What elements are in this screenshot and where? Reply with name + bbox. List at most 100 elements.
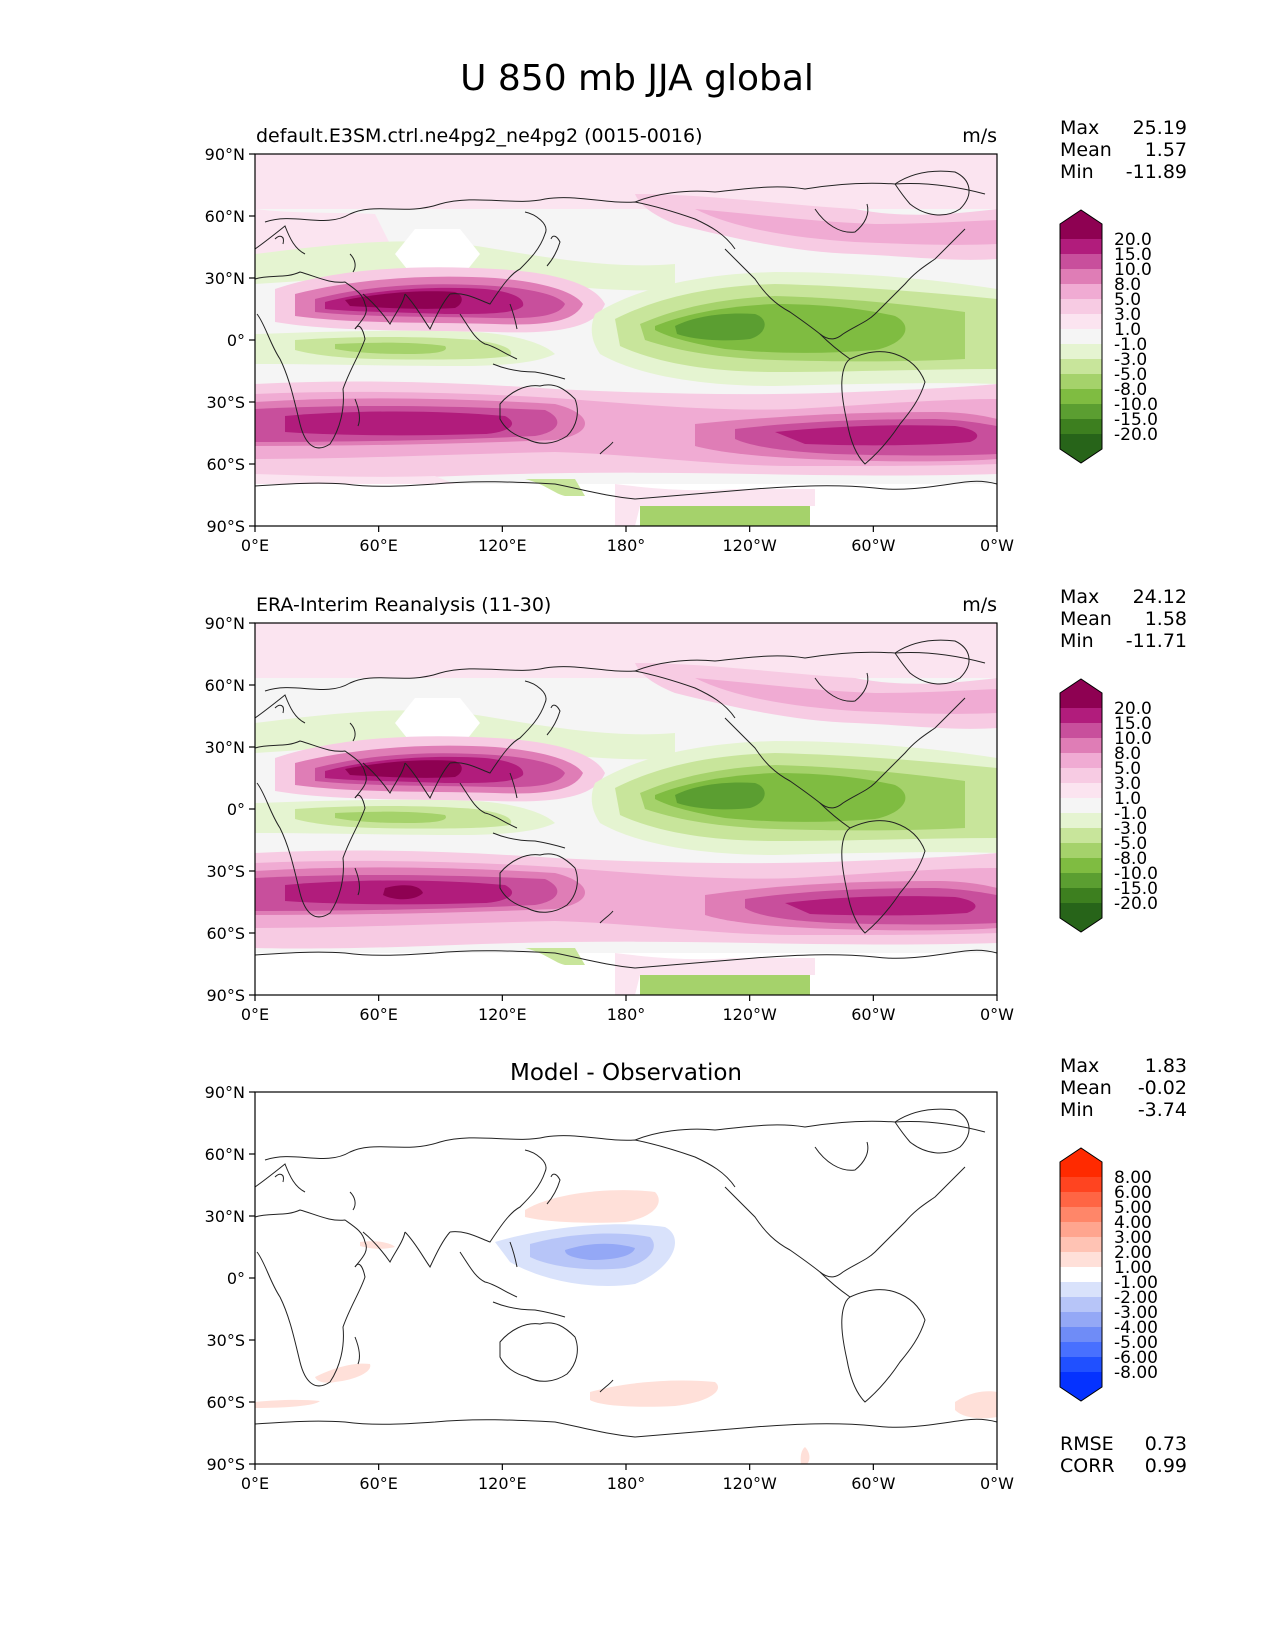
colorbar-label: -10.0 xyxy=(1114,864,1158,884)
stat-label-max: Max xyxy=(1060,1055,1099,1077)
lat-tick-label: 90°S xyxy=(206,517,245,536)
lat-tick-label: 30°S xyxy=(206,1331,245,1350)
lon-tick-label: 0°W xyxy=(980,536,1014,555)
colorbar-label: -1.0 xyxy=(1114,335,1147,355)
annotations: default.E3SM.ctrl.ne4pg2_ne4pg2 (0015-00… xyxy=(205,117,1187,1493)
colorbar-segment xyxy=(1060,389,1102,405)
stat-label-corr: CORR xyxy=(1060,1455,1115,1477)
lon-tick-label: 0°W xyxy=(980,1005,1014,1024)
colorbar-label: -1.00 xyxy=(1114,1273,1158,1293)
colorbar-segment xyxy=(1060,768,1102,784)
colorbar-label: -6.00 xyxy=(1114,1348,1158,1368)
colorbar-segment xyxy=(1060,1222,1102,1238)
lon-tick-label: 120°E xyxy=(478,536,527,555)
lat-tick-label: 90°N xyxy=(205,145,245,164)
stat-label-rmse: RMSE xyxy=(1060,1433,1114,1455)
colorbar-segment xyxy=(1060,1192,1102,1208)
lon-tick-label: 0°E xyxy=(241,536,269,555)
colorbar-2: 20.015.010.08.05.03.01.0-1.0-3.0-5.0-8.0… xyxy=(1059,678,1158,933)
lat-tick-label: 0° xyxy=(227,800,245,819)
colorbar-label: 10.0 xyxy=(1114,260,1152,280)
stat-label-mean: Mean xyxy=(1060,139,1112,161)
lon-tick-label: 0°E xyxy=(241,1005,269,1024)
lon-tick-label: 180° xyxy=(607,536,646,555)
colorbar-label: 15.0 xyxy=(1114,245,1152,265)
colorbar-segment xyxy=(1060,314,1102,330)
colorbar-segment xyxy=(1060,1237,1102,1253)
lon-tick-label: 60°W xyxy=(851,1474,895,1493)
colorbar-3: 8.006.005.004.003.002.001.00-1.00-2.00-3… xyxy=(1059,1147,1158,1402)
lon-tick-label: 60°W xyxy=(851,1005,895,1024)
colorbar-label: 10.0 xyxy=(1114,729,1152,749)
colorbar-label: 1.0 xyxy=(1114,320,1141,340)
stat-value-mean: -0.02 xyxy=(1138,1077,1187,1099)
stat-label-mean: Mean xyxy=(1060,1077,1112,1099)
colorbar-label: 5.0 xyxy=(1114,759,1141,779)
panel-obs xyxy=(254,622,998,996)
colorbar-segment xyxy=(1060,873,1102,889)
colorbar-label: 1.00 xyxy=(1114,1258,1152,1278)
colorbar-label: 8.0 xyxy=(1114,744,1141,764)
lon-tick-label: 120°W xyxy=(722,1474,777,1493)
colorbar-label: -20.0 xyxy=(1114,894,1158,914)
colorbar-segment xyxy=(1060,1267,1102,1283)
colorbar-outline xyxy=(1059,209,1103,464)
colorbar-label: -4.00 xyxy=(1114,1318,1158,1338)
stat-label-mean: Mean xyxy=(1060,608,1112,630)
colorbar-segment xyxy=(1060,434,1102,450)
lat-tick-label: 90°N xyxy=(205,614,245,633)
colorbar-segment xyxy=(1060,404,1102,420)
colorbar-segment xyxy=(1060,1342,1102,1358)
colorbar-segment xyxy=(1060,858,1102,874)
colorbar-label: 6.00 xyxy=(1114,1183,1152,1203)
colorbar-label: -10.0 xyxy=(1114,395,1158,415)
colorbar-label: -5.0 xyxy=(1114,365,1147,385)
panel-model xyxy=(254,153,998,527)
colorbar-label: -1.0 xyxy=(1114,804,1147,824)
colorbar-outline xyxy=(1059,1147,1103,1402)
colorbar-segment xyxy=(1060,828,1102,844)
colorbar-segment xyxy=(1060,1297,1102,1313)
stat-value-max: 24.12 xyxy=(1133,586,1187,608)
colorbar-label: 5.00 xyxy=(1114,1198,1152,1218)
colorbar-extend-max xyxy=(1060,1148,1102,1162)
colorbar-label: 20.0 xyxy=(1114,230,1152,250)
panel-annotations-1: default.E3SM.ctrl.ne4pg2_ne4pg2 (0015-00… xyxy=(205,117,1187,555)
lon-tick-label: 60°W xyxy=(851,536,895,555)
colorbar-label: -5.0 xyxy=(1114,834,1147,854)
field-map-model xyxy=(255,154,997,526)
colorbar-label: 1.0 xyxy=(1114,789,1141,809)
units-label: m/s xyxy=(962,125,997,147)
colorbar-1: 20.015.010.08.05.03.01.0-1.0-3.0-5.0-8.0… xyxy=(1059,209,1158,464)
colorbar-segment xyxy=(1060,738,1102,754)
colorbar-segment xyxy=(1060,419,1102,435)
stat-value-corr: 0.99 xyxy=(1145,1455,1187,1477)
stat-value-min: -11.89 xyxy=(1126,161,1187,183)
lon-tick-label: 60°E xyxy=(359,536,397,555)
colorbar-segment xyxy=(1060,1252,1102,1268)
stat-label-min: Min xyxy=(1060,161,1094,183)
colorbar-label: 3.0 xyxy=(1114,305,1141,325)
colorbar-label: -3.0 xyxy=(1114,350,1147,370)
colorbar-label: 2.00 xyxy=(1114,1243,1152,1263)
lon-tick-label: 120°E xyxy=(478,1005,527,1024)
panel-title: ERA-Interim Reanalysis (11-30) xyxy=(256,594,551,616)
colorbar-segment xyxy=(1060,888,1102,904)
field-map-diff xyxy=(255,1190,997,1464)
colorbar-label: -3.0 xyxy=(1114,819,1147,839)
lon-tick-label: 120°W xyxy=(722,1005,777,1024)
colorbar-label: 4.00 xyxy=(1114,1213,1152,1233)
colorbar-label: 8.0 xyxy=(1114,275,1141,295)
stat-value-mean: 1.57 xyxy=(1145,139,1187,161)
lon-tick-label: 120°W xyxy=(722,536,777,555)
colorbar-extend-max xyxy=(1060,210,1102,224)
colorbar-label: -8.0 xyxy=(1114,849,1147,869)
lat-tick-label: 0° xyxy=(227,331,245,350)
lat-tick-label: 60°S xyxy=(206,1393,245,1412)
lat-tick-label: 60°S xyxy=(206,924,245,943)
lat-tick-label: 30°S xyxy=(206,393,245,412)
colorbar-segment xyxy=(1060,798,1102,814)
stat-label-max: Max xyxy=(1060,586,1099,608)
panel-title: default.E3SM.ctrl.ne4pg2_ne4pg2 (0015-00… xyxy=(256,125,703,147)
